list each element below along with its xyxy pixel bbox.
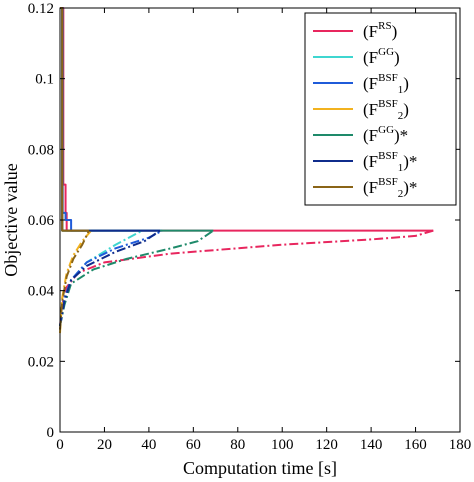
legend-label: (FBSF1)*	[363, 150, 417, 174]
x-tick-label: 120	[315, 437, 338, 453]
y-tick-label: 0	[47, 425, 55, 441]
y-tick-label: 0.02	[28, 354, 54, 370]
x-tick-label: 100	[271, 437, 294, 453]
y-tick-label: 0.04	[28, 284, 55, 300]
x-tick-label: 40	[141, 437, 156, 453]
x-tick-label: 180	[449, 437, 472, 453]
x-tick-label: 60	[186, 437, 201, 453]
legend: (FRS) (FGG) (FBSF1)(FBSF2)(FGG)* (FBSF1)*(F…	[304, 12, 457, 206]
x-tick-label: 160	[404, 437, 427, 453]
legend-label: (FBSF1)	[363, 72, 409, 96]
y-axis-label: Objective value	[1, 163, 21, 276]
y-tick-label: 0.12	[28, 1, 54, 17]
x-tick-label: 80	[230, 437, 245, 453]
y-tick-label: 0.08	[28, 142, 54, 158]
x-tick-label: 0	[56, 437, 64, 453]
x-tick-label: 20	[97, 437, 112, 453]
series-line-9	[59, 229, 214, 327]
legend-label: (FGG)*	[363, 124, 408, 145]
series-line-11	[59, 229, 161, 327]
x-axis-label: Computation time [s]	[183, 458, 337, 478]
y-tick-label: 0.1	[35, 72, 54, 88]
legend-label: (FBSF2)	[363, 98, 409, 122]
x-tick-label: 140	[360, 437, 383, 453]
legend-label: (FGG)	[363, 46, 400, 67]
y-tick-label: 0.06	[28, 213, 55, 229]
legend-label: (FBSF2)*	[363, 176, 417, 200]
ticks-layer: 0 20 40 60 80 100 120 140 160 180 0 0.02 0.04 0.06 0.0…	[28, 1, 472, 453]
series-line-13	[59, 230, 90, 330]
legend-label: (FRS)	[363, 20, 397, 41]
